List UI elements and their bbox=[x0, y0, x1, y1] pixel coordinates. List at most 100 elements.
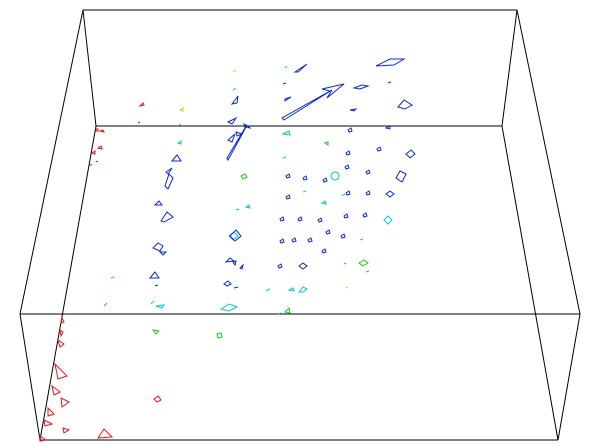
cyan-glyph bbox=[150, 300, 155, 305]
red-glyph bbox=[88, 163, 93, 167]
blue-glyph bbox=[160, 211, 174, 223]
blue-glyph bbox=[165, 167, 173, 175]
blue-arrow bbox=[281, 83, 345, 121]
blue-field bbox=[148, 58, 416, 289]
blue-glyph bbox=[224, 257, 236, 263]
cyan-glyph bbox=[277, 312, 282, 315]
blue-glyph bbox=[226, 116, 238, 125]
blue-glyph bbox=[239, 263, 244, 270]
bounding-box bbox=[19, 9, 581, 441]
green-glyph bbox=[216, 332, 223, 339]
blue-glyph bbox=[405, 149, 416, 159]
blue-glyph bbox=[285, 194, 291, 200]
blue-glyph bbox=[233, 286, 239, 289]
cyan-glyph bbox=[176, 140, 182, 145]
blue-glyph bbox=[302, 175, 308, 181]
blue-arrow bbox=[226, 123, 252, 162]
yellow-glyph bbox=[345, 286, 349, 289]
red-glyph bbox=[137, 121, 141, 124]
blue-glyph bbox=[229, 229, 242, 242]
blue-glyph bbox=[285, 173, 291, 179]
cyan-glyph bbox=[219, 303, 239, 312]
blue-glyph bbox=[322, 177, 328, 183]
blue-glyph bbox=[384, 125, 391, 130]
box-edge-back-left bbox=[82, 9, 97, 127]
blue-glyph bbox=[340, 233, 346, 239]
blue-glyph bbox=[395, 170, 407, 183]
blue-glyph bbox=[347, 127, 353, 133]
green-glyph bbox=[151, 329, 161, 335]
red-glyph bbox=[97, 428, 114, 439]
blue-glyph bbox=[376, 146, 382, 152]
cyan-glyph bbox=[284, 65, 288, 69]
green-glyph bbox=[343, 262, 347, 265]
blue-glyph bbox=[365, 169, 371, 175]
blue-glyph bbox=[170, 154, 182, 162]
blue-glyph bbox=[307, 237, 313, 243]
green-marks bbox=[103, 123, 369, 339]
blue-glyph bbox=[344, 164, 350, 170]
cyan-glyph bbox=[265, 288, 271, 292]
red-glyph bbox=[62, 427, 71, 434]
cyan-glyph bbox=[365, 270, 370, 273]
blue-glyph bbox=[282, 82, 287, 85]
red-glyph bbox=[47, 406, 55, 417]
blue-glyph bbox=[349, 108, 358, 112]
blue-glyph bbox=[148, 271, 160, 279]
cyan-column bbox=[110, 65, 393, 315]
cyan-glyph bbox=[282, 156, 287, 159]
cyan-glyph bbox=[281, 130, 291, 136]
green-glyph bbox=[103, 302, 108, 307]
box-edge-front-right bbox=[516, 9, 581, 315]
blue-glyph bbox=[223, 280, 232, 287]
green-glyph bbox=[283, 306, 291, 314]
cyan-glyph bbox=[302, 190, 307, 193]
cyan-glyph bbox=[383, 215, 393, 225]
cyan-glyph bbox=[155, 304, 166, 309]
blue-glyph bbox=[385, 190, 395, 198]
box-edge-floor-back-right bbox=[501, 125, 559, 441]
cyan-glyph bbox=[297, 286, 308, 293]
blue-glyph bbox=[297, 216, 303, 222]
red-glyph bbox=[59, 328, 64, 338]
cyan-glyph bbox=[359, 238, 364, 241]
box-edge-back-right bbox=[501, 9, 518, 127]
blue-glyph bbox=[325, 229, 331, 235]
blue-glyph bbox=[235, 131, 244, 137]
green-glyph bbox=[358, 259, 369, 267]
box-edge-floor-right bbox=[557, 313, 581, 441]
blue-glyph bbox=[277, 263, 283, 269]
cyan-glyph bbox=[320, 200, 327, 205]
red-glyph bbox=[98, 129, 105, 133]
blue-glyph bbox=[153, 200, 163, 206]
blue-glyph bbox=[317, 217, 323, 223]
cyan-glyph bbox=[287, 287, 295, 292]
blue-glyph bbox=[164, 173, 174, 190]
green-glyph bbox=[323, 141, 329, 146]
blue-glyph bbox=[284, 96, 292, 102]
blue-glyph bbox=[154, 284, 159, 287]
cyan-glyph bbox=[330, 171, 340, 181]
box-edge-front-left bbox=[19, 9, 84, 315]
blue-glyph bbox=[279, 216, 285, 222]
blue-glyph bbox=[365, 190, 371, 196]
red-glyph bbox=[43, 419, 54, 427]
red-glyph bbox=[95, 128, 99, 132]
blue-glyph bbox=[375, 58, 406, 67]
red-column bbox=[39, 102, 162, 442]
blue-glyph bbox=[362, 212, 368, 218]
red-glyph bbox=[153, 395, 162, 403]
blue-glyph bbox=[352, 84, 370, 90]
blue-glyph bbox=[321, 248, 327, 254]
red-glyph bbox=[90, 150, 96, 155]
cyan-glyph bbox=[110, 276, 115, 279]
red-glyph bbox=[57, 338, 65, 348]
red-glyph bbox=[96, 145, 103, 150]
red-glyph bbox=[60, 316, 65, 324]
red-glyph bbox=[39, 435, 48, 442]
cyan-glyph bbox=[341, 193, 346, 197]
blue-glyph bbox=[227, 133, 236, 143]
box-edge-floor-left bbox=[19, 313, 41, 441]
